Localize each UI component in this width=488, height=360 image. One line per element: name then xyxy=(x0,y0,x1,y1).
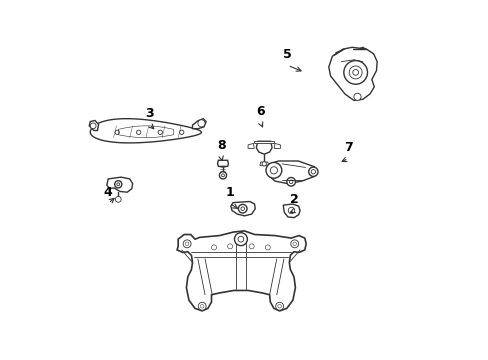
Circle shape xyxy=(353,93,360,100)
Circle shape xyxy=(238,204,246,213)
Polygon shape xyxy=(283,204,300,218)
Circle shape xyxy=(262,162,266,166)
Polygon shape xyxy=(217,160,228,166)
Circle shape xyxy=(115,181,122,188)
Polygon shape xyxy=(328,47,376,100)
Text: 4: 4 xyxy=(103,186,112,199)
Circle shape xyxy=(183,240,191,248)
Circle shape xyxy=(290,240,298,248)
Text: 1: 1 xyxy=(224,186,233,199)
Circle shape xyxy=(348,66,362,79)
Polygon shape xyxy=(260,162,268,166)
Circle shape xyxy=(265,245,270,250)
Polygon shape xyxy=(256,141,271,154)
Circle shape xyxy=(115,130,119,134)
Circle shape xyxy=(249,244,254,249)
Circle shape xyxy=(179,130,183,134)
Circle shape xyxy=(219,172,226,179)
Polygon shape xyxy=(90,119,201,143)
Polygon shape xyxy=(192,119,206,129)
Text: 2: 2 xyxy=(290,193,299,206)
Circle shape xyxy=(270,167,277,174)
Polygon shape xyxy=(89,121,99,131)
Circle shape xyxy=(198,302,206,310)
Circle shape xyxy=(158,130,162,134)
Circle shape xyxy=(275,302,283,310)
Polygon shape xyxy=(106,177,132,192)
Polygon shape xyxy=(247,143,254,148)
Circle shape xyxy=(234,233,247,246)
Polygon shape xyxy=(177,231,305,311)
Circle shape xyxy=(227,244,232,249)
Circle shape xyxy=(115,197,121,202)
Circle shape xyxy=(352,69,358,75)
Circle shape xyxy=(90,123,96,129)
Polygon shape xyxy=(335,49,349,56)
Circle shape xyxy=(211,245,216,250)
Polygon shape xyxy=(267,161,316,184)
Circle shape xyxy=(265,162,281,178)
Circle shape xyxy=(286,177,295,186)
Text: 3: 3 xyxy=(145,107,153,120)
Circle shape xyxy=(308,167,317,176)
Polygon shape xyxy=(230,202,255,216)
Polygon shape xyxy=(274,143,280,148)
Text: 8: 8 xyxy=(217,139,225,152)
Text: 7: 7 xyxy=(344,141,352,154)
Polygon shape xyxy=(254,140,274,143)
Circle shape xyxy=(198,120,204,127)
Circle shape xyxy=(136,130,141,134)
Text: 5: 5 xyxy=(283,48,291,61)
Circle shape xyxy=(287,207,294,214)
Text: 6: 6 xyxy=(256,105,264,118)
Circle shape xyxy=(343,60,367,84)
Polygon shape xyxy=(353,47,367,55)
